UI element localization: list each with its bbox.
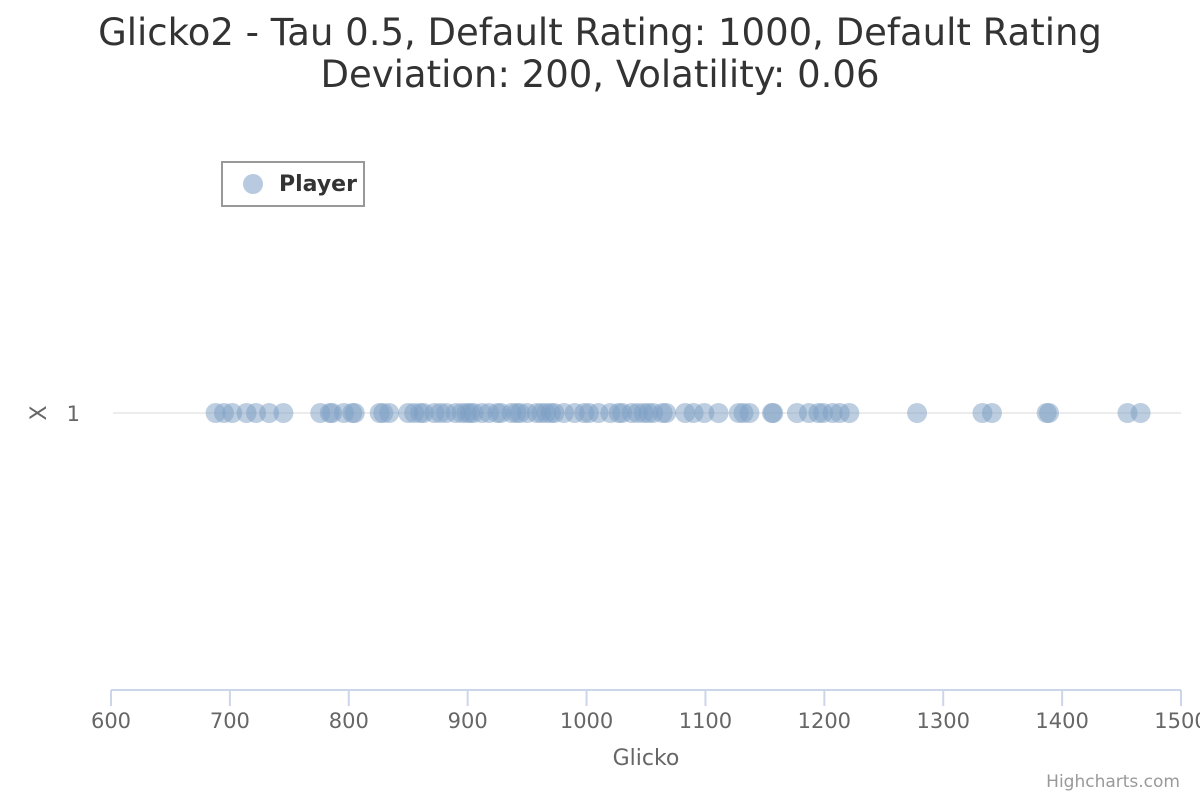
chart-title: Glicko2 - Tau 0.5, Default Rating: 1000,… [0,12,1200,96]
chart-title-line-2: Deviation: 200, Volatility: 0.06 [320,53,880,96]
credits-link[interactable]: Highcharts.com [1046,772,1180,792]
legend-symbol-player [243,174,263,194]
y-tick-label-1: 1 [67,402,80,426]
legend-label-player: Player [279,171,357,197]
data-point-0-55 [656,403,677,423]
data-point-0-72 [907,403,928,423]
data-point-0-15 [379,403,400,423]
data-point-0-2 [222,403,243,423]
legend[interactable]: Player [221,161,365,207]
data-point-0-59 [708,403,729,423]
data-point-0-58 [694,403,715,423]
data-point-0-78 [1130,403,1151,423]
x-axis-title: Glicko [613,746,680,771]
chart-title-line-1: Glicko2 - Tau 0.5, Default Rating: 1000,… [98,11,1102,54]
y-axis-title: X [27,405,52,420]
x-tick-label-1100: 1100 [679,709,732,733]
x-tick-label-900: 900 [448,709,488,733]
x-tick-label-800: 800 [329,709,369,733]
x-tick-label-1200: 1200 [798,709,851,733]
x-tick-label-1300: 1300 [916,709,969,733]
x-tick-label-1000: 1000 [560,709,613,733]
data-point-0-12 [344,403,365,423]
data-point-0-62 [739,403,760,423]
data-point-0-71 [839,403,860,423]
x-tick-label-1400: 1400 [1035,709,1088,733]
data-point-0-6 [273,403,294,423]
x-tick-label-600: 600 [91,709,131,733]
x-tick-label-1500: 1500 [1154,709,1200,733]
x-tick-label-700: 700 [210,709,250,733]
data-point-0-64 [763,403,784,423]
data-point-0-5 [259,403,280,423]
data-point-0-76 [1039,403,1060,423]
data-point-0-74 [981,403,1002,423]
